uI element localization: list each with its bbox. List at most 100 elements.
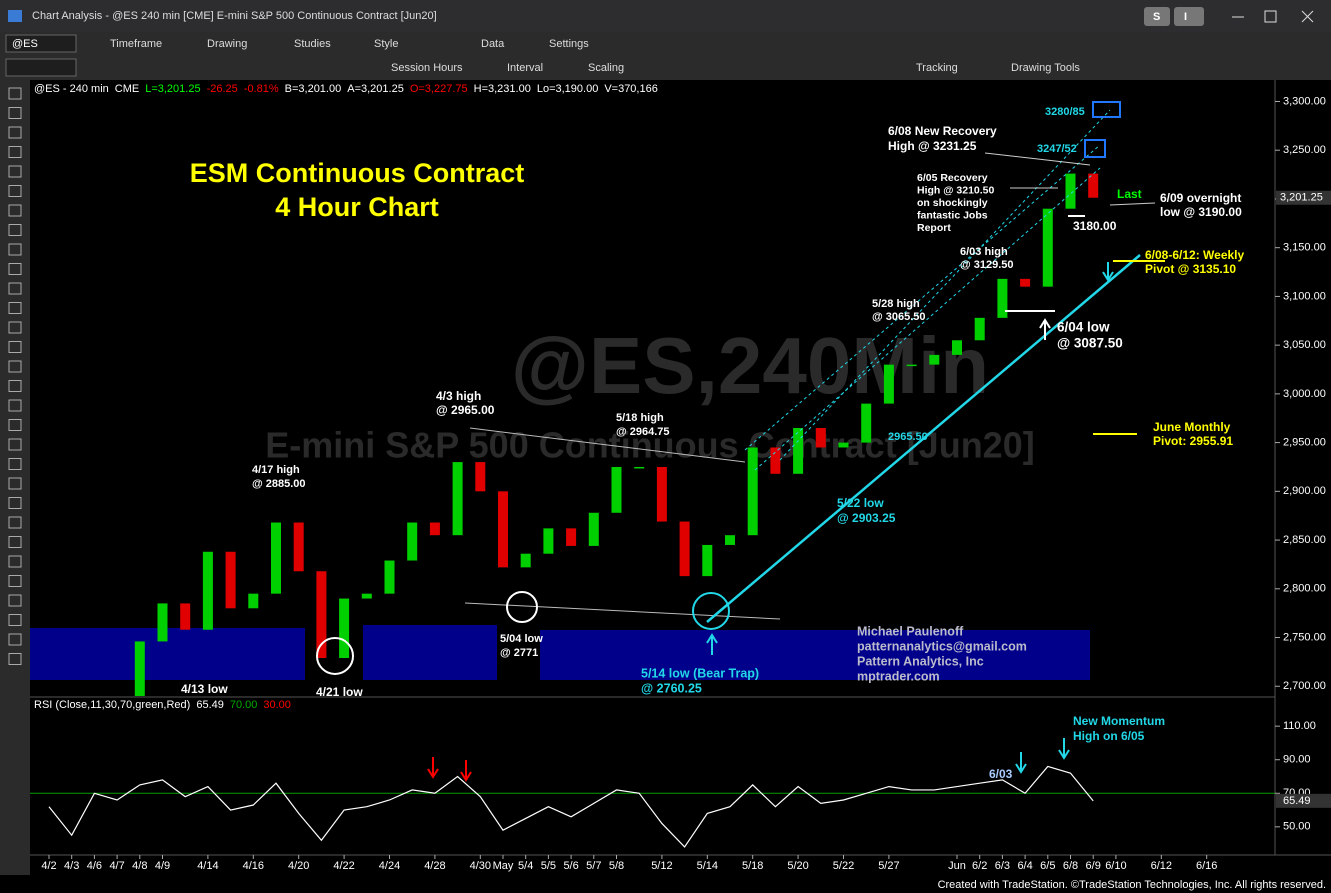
y-tick-label: 2,850.00 [1283,534,1326,546]
tool-icon[interactable] [8,653,22,665]
tool-icon[interactable] [8,438,22,451]
app-icon [8,10,22,22]
x-tick-label: 4/16 [243,860,264,872]
tool-icon[interactable] [8,126,22,139]
toolbar-item[interactable]: Settings [549,38,589,50]
candle [1042,208,1053,287]
symbol-box[interactable] [5,34,77,53]
x-tick-label: 5/27 [878,860,899,872]
toolbar-item[interactable]: Session Hours [391,62,463,74]
tool-icon[interactable] [8,477,22,490]
tool-icon[interactable] [8,380,22,392]
readout-field: L=3,201.25 [145,83,200,95]
annotation: patternanalytics@gmail.com [857,639,1027,653]
tool-icon[interactable] [8,575,22,587]
tool-icon[interactable] [8,555,22,568]
tool-icon[interactable] [8,302,22,314]
tool-icon[interactable] [8,536,22,548]
candle [1065,173,1076,209]
tool-icon[interactable] [8,224,22,236]
readout-field: V=370,166 [604,83,658,95]
toolbar-item[interactable]: Tracking [916,62,958,74]
y-tick-label: 2,900.00 [1283,485,1326,497]
candle [452,462,463,536]
candle [339,598,350,658]
candle [407,522,418,561]
i-button[interactable] [1174,7,1204,26]
tool-icon[interactable] [8,633,22,646]
rsi-legend: RSI (Close,11,30,70,green,Red) 65.49 70.00… [34,699,291,711]
readout-field: CME [115,83,139,95]
title-bar [0,0,1331,32]
close[interactable] [1301,10,1314,23]
toolbar-item[interactable]: Studies [294,38,331,50]
x-tick-label: 6/9 [1086,860,1101,872]
maximize[interactable] [1264,10,1277,23]
tool-icon[interactable] [8,360,22,373]
x-tick-label: 6/5 [1040,860,1055,872]
annotation: 6/05 Recovery [917,172,988,184]
support-zone [363,625,497,680]
annotation: 4/3 high [436,389,481,403]
candle [906,364,917,367]
candle [929,354,940,365]
tool-icon[interactable] [8,419,22,431]
annotation: 6/08 New Recovery [888,124,997,138]
s-button[interactable] [1144,7,1170,26]
tool-icon[interactable] [8,594,22,607]
tool-icon[interactable] [8,458,22,470]
toolbar-item[interactable]: Interval [507,62,543,74]
tool-icon[interactable] [8,185,22,197]
annotation: 5/04 low [500,633,543,645]
tool-icon[interactable] [8,282,22,295]
y-tick-label: 2,750.00 [1283,631,1326,643]
x-tick-label: 6/8 [1063,860,1078,872]
toolbar-item[interactable]: Style [374,38,398,50]
x-tick-label: 5/18 [742,860,763,872]
candle [316,571,327,658]
tool-icon[interactable] [8,321,22,334]
rsi-last-box [1276,793,1331,808]
candle [838,442,849,448]
candle [475,462,486,492]
tool-icon[interactable] [8,243,22,256]
toolbar-item[interactable]: Timeframe [110,38,162,50]
annotation: on shockingly [917,197,988,209]
i-label: I [1184,11,1187,23]
tool-icon[interactable] [8,516,22,529]
x-tick-label: 5/22 [833,860,854,872]
annotation: @ 3065.50 [872,311,926,323]
toolbar-item[interactable]: Data [481,38,505,50]
candle [361,593,372,599]
candle [861,403,872,443]
annotation: Pivot: 2955.91 [1153,434,1233,448]
tool-icon[interactable] [8,204,22,217]
tool-icon[interactable] [8,107,22,119]
interval-box[interactable] [5,58,77,77]
s-label: S [1153,11,1160,23]
candle [725,535,735,545]
tool-icon[interactable] [8,146,22,158]
candle [566,528,577,546]
tool-icon[interactable] [8,341,22,353]
tool-icon[interactable] [8,165,22,178]
toolbar-item[interactable]: Drawing [207,38,247,50]
annotation: 6/08-6/12: Weekly [1145,248,1245,262]
toolbar-item[interactable]: Scaling [588,62,624,74]
annotation: Pattern Analytics, Inc [857,654,984,668]
tool-icon[interactable] [8,614,22,626]
annotation: @ 3087.50 [1057,336,1123,351]
tool-icon[interactable] [8,399,22,412]
watermark: E-mini S&P 500 Continuous Contract [Jun2… [265,425,1034,466]
annotation: @ 2964.75 [616,426,670,438]
toolbar-item[interactable]: Drawing Tools [1011,62,1080,74]
rsi-tick-label: 110.00 [1283,720,1316,732]
annotation: June Monthly [1153,420,1231,434]
rsi-readout: 65.49 [196,699,224,711]
candle [1088,173,1099,198]
tool-icon[interactable] [8,497,22,509]
tool-icon[interactable] [8,263,22,275]
tool-icon[interactable] [8,87,22,100]
annotation: 5/28 high [872,298,920,310]
rsi-readout: 70.00 [230,699,258,711]
